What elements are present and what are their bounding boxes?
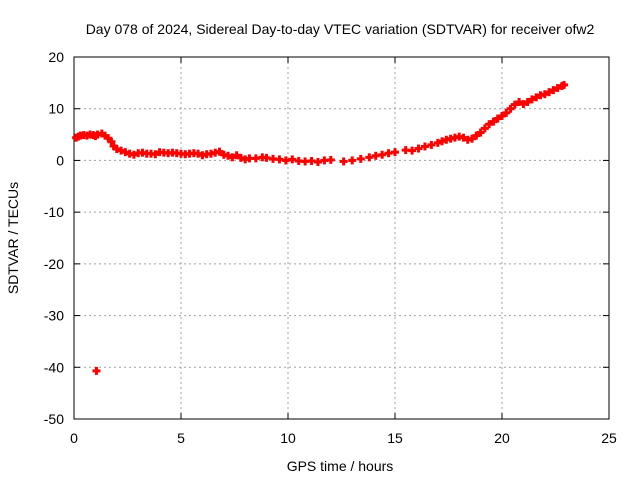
data-points <box>72 80 569 375</box>
data-point <box>485 120 494 129</box>
x-axis-label: GPS time / hours <box>287 458 394 474</box>
x-tick-label: 5 <box>177 430 185 446</box>
data-point <box>288 155 297 164</box>
data-point <box>391 148 399 157</box>
data-point <box>489 117 498 126</box>
data-point <box>540 90 549 99</box>
y-tick-label: -50 <box>44 411 64 427</box>
data-point <box>502 108 511 117</box>
data-point <box>194 149 203 158</box>
data-point <box>313 157 322 166</box>
data-point <box>236 153 245 162</box>
data-point <box>433 138 442 147</box>
data-point <box>348 156 357 165</box>
data-point <box>438 137 447 146</box>
data-point <box>468 134 477 143</box>
data-point <box>480 124 489 133</box>
data-point <box>151 150 160 159</box>
data-point <box>498 111 506 120</box>
x-tick-label: 20 <box>494 430 510 446</box>
data-point <box>493 114 502 123</box>
data-point <box>112 145 121 154</box>
data-point <box>420 142 429 151</box>
data-point <box>532 93 541 102</box>
grid-lines <box>74 57 609 419</box>
data-point <box>224 151 233 160</box>
data-point <box>459 133 468 142</box>
x-tick-label: 25 <box>601 430 617 446</box>
data-point <box>228 153 237 162</box>
y-tick-label: -20 <box>44 256 64 272</box>
data-point <box>549 86 558 95</box>
data-point <box>506 104 515 113</box>
y-tick-label: -40 <box>44 359 64 375</box>
data-point <box>523 97 532 106</box>
data-point <box>378 150 387 159</box>
data-point <box>326 155 335 164</box>
data-point <box>365 153 374 162</box>
data-point <box>92 366 101 375</box>
y-tick-label: -10 <box>44 204 64 220</box>
data-point <box>519 100 528 109</box>
y-axis-label: SDTVAR / TECUs <box>5 182 21 294</box>
data-point <box>472 131 481 140</box>
y-tick-label: -30 <box>44 308 64 324</box>
x-tick-label: 0 <box>70 430 78 446</box>
data-point <box>427 140 436 149</box>
data-point <box>560 80 569 89</box>
data-point <box>414 144 423 153</box>
y-tick-label: 0 <box>56 152 64 168</box>
plot-frame <box>73 56 610 420</box>
axis-ticks: 0 5 10 15 20 25 -50 -40 -30 -20 -10 0 10 20 <box>44 49 617 446</box>
data-point <box>408 146 417 155</box>
data-point <box>232 151 241 160</box>
data-point <box>476 128 485 137</box>
data-point <box>356 154 365 163</box>
y-tick-label: 10 <box>48 101 64 117</box>
data-point <box>553 84 562 93</box>
data-point <box>121 148 130 157</box>
chart-title: Day 078 of 2024, Sidereal Day-to-day VTE… <box>86 21 595 37</box>
data-point <box>339 157 348 166</box>
data-point <box>545 88 554 97</box>
x-tick-label: 10 <box>280 430 296 446</box>
data-point <box>117 146 126 155</box>
y-tick-label: 20 <box>48 49 64 65</box>
data-point <box>215 147 224 156</box>
data-point <box>510 100 519 109</box>
data-point <box>527 95 536 104</box>
data-point <box>129 150 138 159</box>
x-tick-label: 15 <box>387 430 403 446</box>
data-point <box>515 97 524 106</box>
